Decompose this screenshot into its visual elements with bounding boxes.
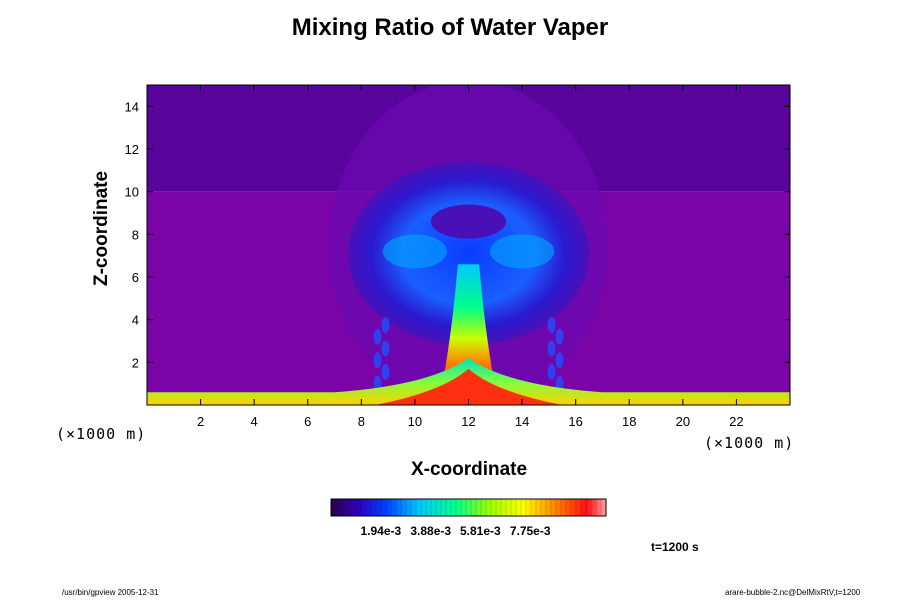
colorbar: 1.94e-3 3.88e-3 5.81e-3 7.75e-3 — [330, 498, 607, 538]
x-tick-label: 6 — [304, 414, 311, 429]
heatmap-field — [147, 85, 790, 405]
filament-right — [555, 352, 564, 369]
x-tick-label: 14 — [515, 414, 529, 429]
x-axis-unit: (×1000 m) — [704, 434, 795, 452]
x-axis-label: X-coordinate — [410, 459, 528, 480]
filament-left — [381, 363, 390, 380]
x-tick-label: 10 — [408, 414, 422, 429]
filament-left — [373, 328, 382, 345]
plume-cap — [347, 161, 590, 346]
y-tick-label: 12 — [125, 142, 139, 157]
x-tick-label: 12 — [461, 414, 475, 429]
filament-left — [381, 340, 390, 357]
filament-right — [547, 340, 556, 357]
y-axis-unit: (×1000 m) — [56, 425, 147, 443]
x-tick-label: 8 — [358, 414, 365, 429]
plume-vortex-right — [489, 234, 555, 269]
filament-right — [547, 317, 556, 333]
filament-left — [381, 317, 390, 333]
y-tick-label: 14 — [125, 99, 139, 114]
y-tick-label: 2 — [132, 355, 139, 370]
chart-title: Mixing Ratio of Water Vaper — [291, 14, 609, 41]
colorbar-tick-label: 7.75e-3 — [510, 524, 551, 538]
footer-command: /usr/bin/gpview 2005-12-31 — [62, 588, 159, 597]
plume-cap-notch — [430, 204, 507, 239]
surface-hotspot — [374, 368, 563, 405]
y-axis-label: Z-coordinate — [91, 171, 113, 286]
x-tick-label: 18 — [622, 414, 636, 429]
colorbar-tick-label: 5.81e-3 — [460, 524, 501, 538]
filament-right — [547, 363, 556, 380]
colorbar-ramp — [330, 498, 607, 517]
x-tick-label: 16 — [568, 414, 582, 429]
footer-source: arare-bubble-2.nc@DelMixRtV,t=1200 — [725, 588, 861, 597]
x-tick-label: 20 — [676, 414, 690, 429]
y-axis-label-text: Z-coordinate — [91, 170, 112, 286]
time-label: t=1200 s — [651, 540, 699, 554]
plume-stem — [441, 264, 496, 388]
colorbar-tick-label: 3.88e-3 — [410, 524, 451, 538]
y-tick-label: 8 — [132, 227, 139, 242]
colorbar-tick-label: 1.94e-3 — [361, 524, 402, 538]
filament-left — [373, 352, 382, 369]
y-tick-label: 4 — [132, 313, 139, 328]
filament-right — [555, 328, 564, 345]
y-tick-label: 6 — [132, 270, 139, 285]
x-tick-label: 22 — [729, 414, 743, 429]
x-tick-label: 4 — [251, 414, 258, 429]
x-tick-label: 2 — [197, 414, 204, 429]
y-tick-label: 10 — [125, 185, 139, 200]
plume-vortex-left — [382, 234, 448, 269]
